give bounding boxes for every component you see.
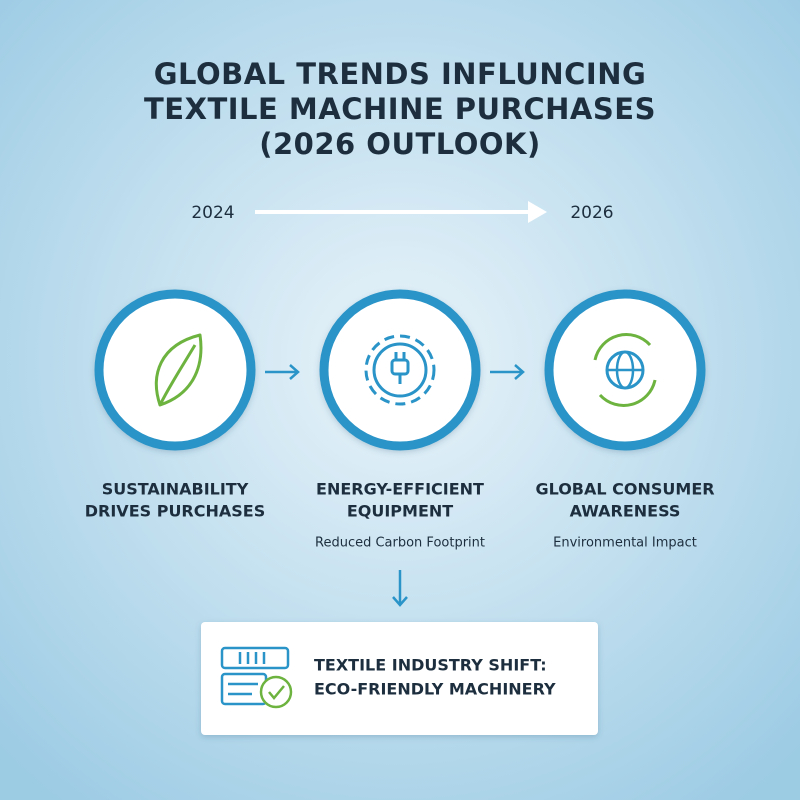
node-label: AWARENESS: [570, 502, 681, 521]
timeline-start: 2024: [191, 203, 234, 223]
node-label: GLOBAL CONSUMER: [535, 480, 714, 499]
node-circle: [319, 289, 481, 451]
result-label: ECO-FRIENDLY MACHINERY: [314, 680, 556, 699]
result-box: [201, 622, 598, 735]
machine-icon: [220, 646, 293, 709]
result-label: TEXTILE INDUSTRY SHIFT:: [314, 656, 547, 675]
node-label: ENERGY-EFFICIENT: [316, 480, 484, 499]
title-line: GLOBAL TRENDS INFLUNCING: [154, 57, 647, 91]
node-label: DRIVES PURCHASES: [85, 502, 266, 521]
node-label: EQUIPMENT: [347, 502, 453, 521]
flow-arrow: [265, 364, 525, 607]
node-label: SUSTAINABILITY: [102, 480, 249, 499]
node-circle: [94, 289, 256, 451]
title-line: (2026 OUTLOOK): [259, 127, 541, 161]
timeline-arrow: [255, 201, 547, 223]
node-sublabel: Environmental Impact: [553, 536, 697, 551]
node-sublabel: Reduced Carbon Footprint: [315, 536, 485, 551]
node-circle: [544, 289, 706, 451]
title-line: TEXTILE MACHINE PURCHASES: [144, 92, 656, 126]
timeline-end: 2026: [570, 203, 613, 223]
